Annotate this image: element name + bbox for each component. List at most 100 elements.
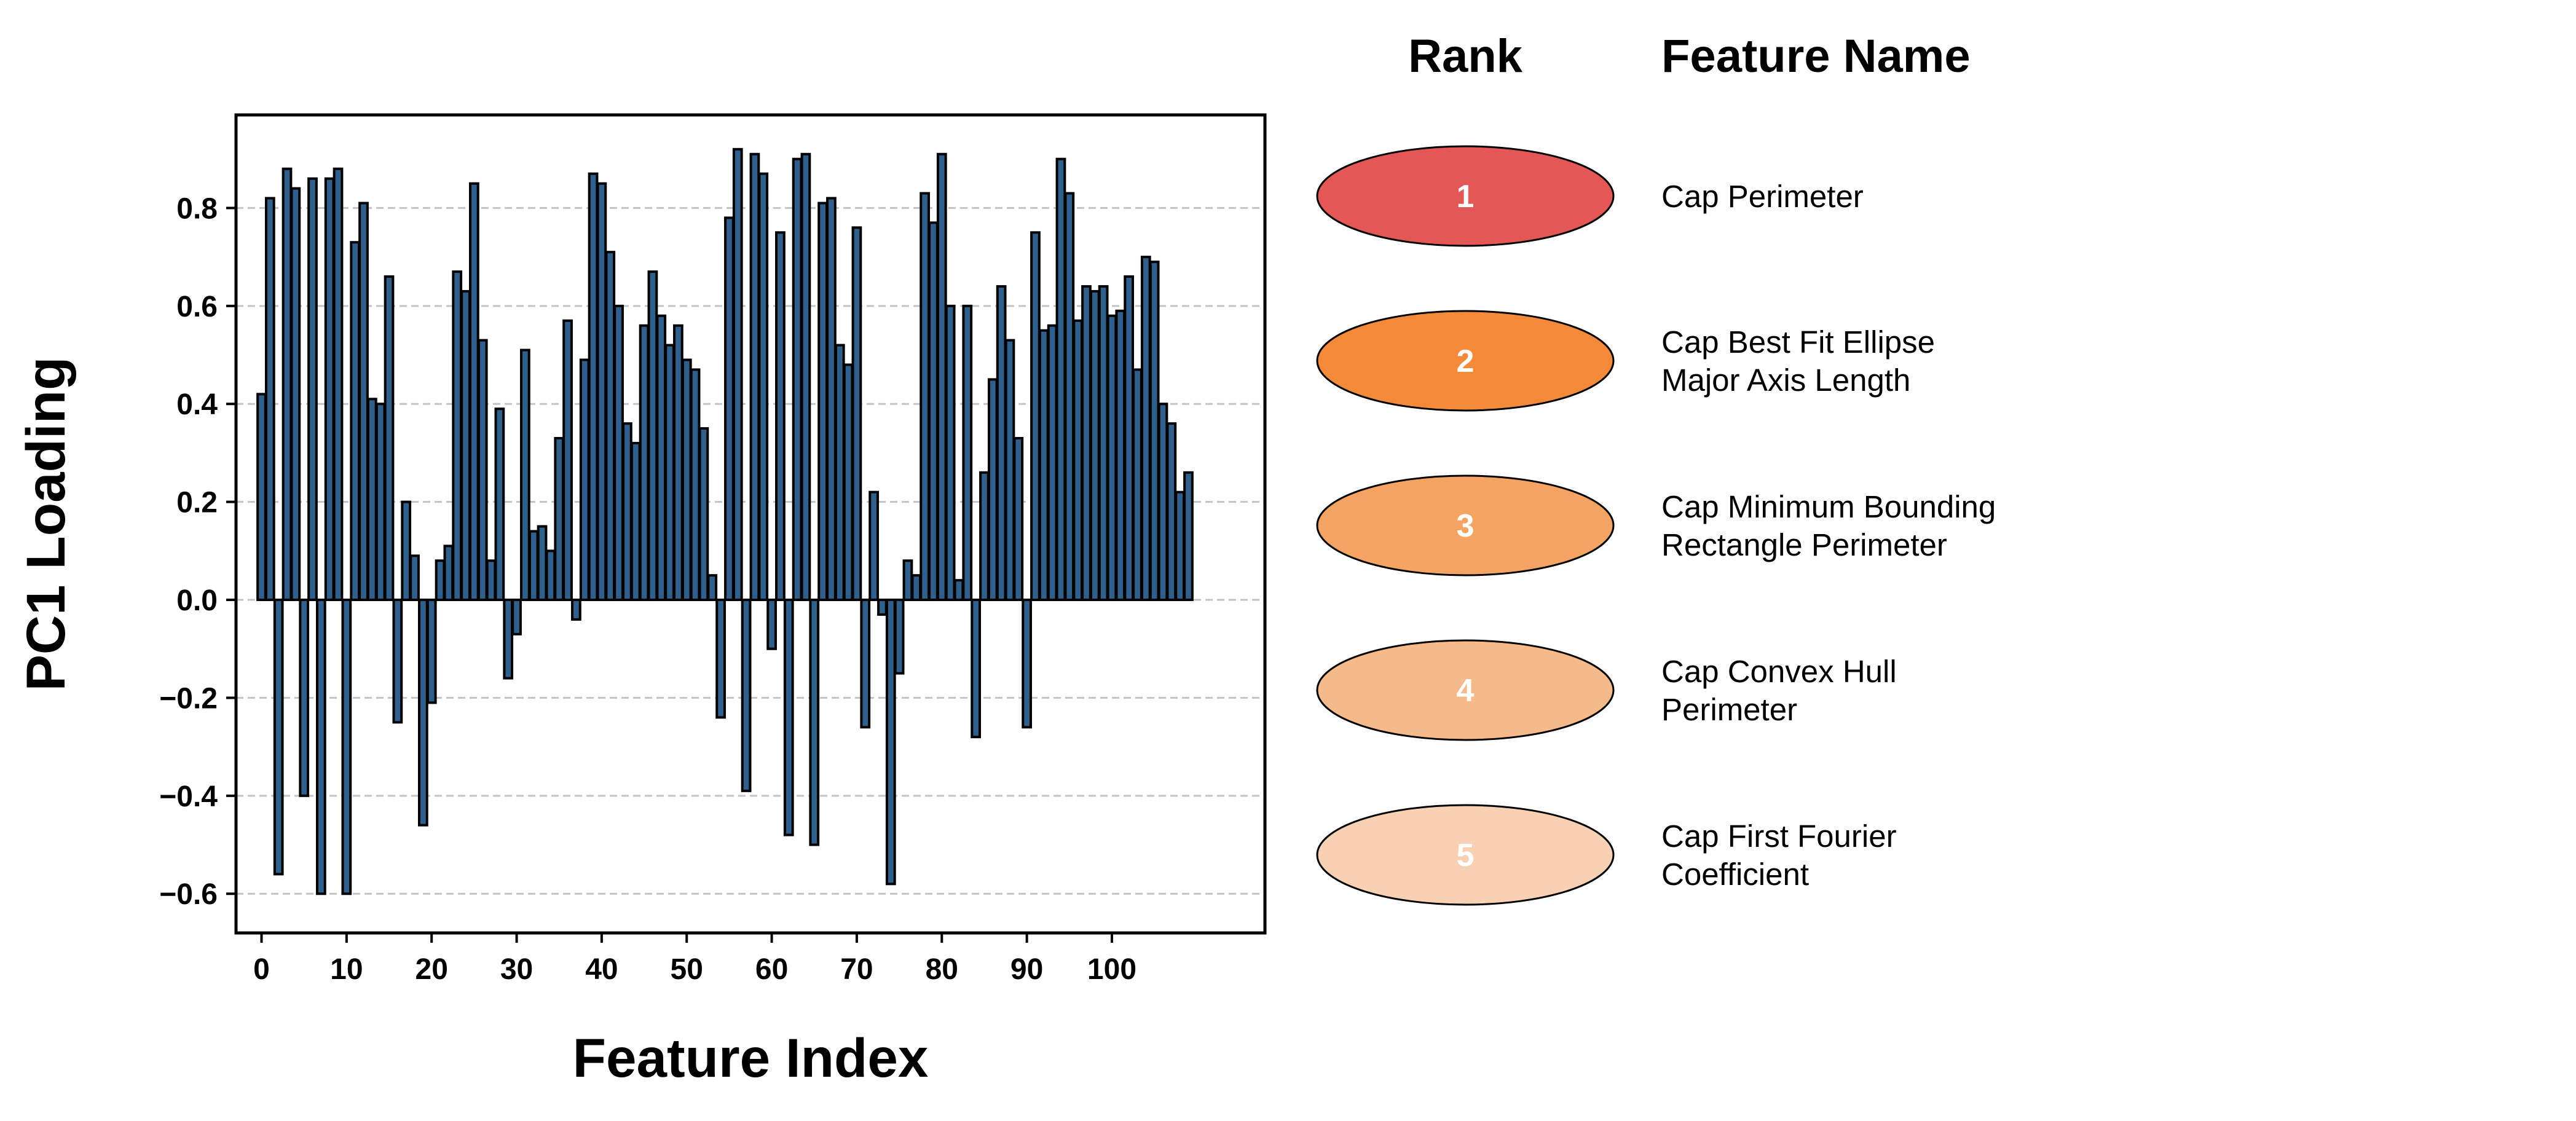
bar: [690, 368, 701, 602]
y-axis-ticks: 0.8 0.6 0.4 0.2 0.0 −0.2 −0.4 −0.6: [159, 192, 236, 911]
bar: [256, 393, 267, 602]
y-tick-label: 0.4: [176, 388, 218, 421]
bar: [809, 599, 820, 846]
bar: [766, 599, 777, 650]
x-tick-label: 80: [926, 953, 958, 986]
rank-number: 1: [1457, 179, 1475, 214]
bar: [869, 490, 879, 602]
bar: [1038, 329, 1049, 602]
bar: [426, 599, 437, 704]
rank-badge: [1316, 310, 1615, 412]
bar: [715, 599, 726, 719]
bar: [409, 554, 420, 602]
bar: [758, 172, 769, 602]
y-tick-label: 0.6: [176, 291, 218, 323]
bar: [1013, 437, 1024, 602]
bar: [358, 202, 369, 602]
bar: [1081, 285, 1092, 602]
bar: [1166, 422, 1177, 602]
plot-frame: [234, 113, 1267, 935]
bar: [817, 202, 828, 602]
bar: [843, 363, 854, 602]
feature-name-line2: Perimeter: [1661, 692, 1797, 727]
bar-chart: 0.8 0.6 0.4 0.2 0.0 −0.2 −0.4 −0.6 0 10 20 30 40 50 6…: [15, 113, 1267, 1088]
rank-number: 5: [1457, 838, 1475, 873]
x-tick-label: 0: [253, 953, 270, 986]
bar: [971, 599, 981, 739]
bar: [1047, 324, 1058, 602]
bar: [928, 221, 939, 602]
bar: [435, 559, 446, 602]
bar: [1183, 471, 1194, 602]
bar: [885, 599, 896, 886]
x-tick-label: 20: [416, 953, 448, 986]
bar: [1022, 599, 1032, 729]
bar: [647, 270, 658, 602]
bar: [605, 251, 616, 602]
bar: [622, 422, 632, 602]
bar: [800, 152, 811, 602]
x-axis-ticks: 0 10 20 30 40 50 60 70 80 90 100: [253, 933, 1136, 986]
bar: [375, 403, 386, 602]
bar: [417, 599, 428, 827]
rank-rows: 1 Cap Perimeter 2 Cap Best Fit EllipseMajor…: [1316, 145, 1996, 906]
bar: [1106, 314, 1117, 602]
bar: [962, 304, 973, 602]
feature-name-line1: Cap Minimum Bounding: [1661, 489, 1996, 524]
bar: [528, 530, 539, 602]
bar: [826, 197, 837, 602]
bar: [783, 599, 794, 836]
bar: [1115, 309, 1126, 602]
bar: [920, 192, 930, 602]
bar: [452, 270, 463, 602]
bar: [571, 599, 581, 621]
bar: [860, 599, 871, 729]
feature-name-line1: Cap Perimeter: [1661, 179, 1864, 214]
bar: [324, 177, 335, 602]
bar: [979, 471, 990, 602]
bar: [902, 559, 913, 602]
bar: [1030, 231, 1041, 602]
bar: [775, 231, 786, 602]
x-tick-label: 10: [330, 953, 363, 986]
feature-name-line1: Cap Best Fit Ellipse: [1661, 324, 1935, 360]
bar: [1089, 289, 1100, 602]
bar: [596, 182, 607, 602]
bar: [724, 216, 735, 602]
x-tick-label: 30: [500, 953, 533, 986]
bar: [1175, 490, 1186, 602]
bar: [588, 172, 599, 602]
bar: [537, 525, 548, 602]
bar: [264, 197, 275, 602]
bar: [1055, 157, 1066, 602]
x-tick-label: 70: [840, 953, 873, 986]
bar: [1073, 319, 1084, 602]
rank-badge: [1316, 639, 1615, 741]
bar: [792, 157, 803, 602]
rank-number: 4: [1457, 673, 1475, 709]
bar: [1124, 275, 1135, 602]
bar: [656, 314, 667, 602]
x-tick-label: 90: [1010, 953, 1043, 986]
bar: [511, 599, 522, 635]
bar: [673, 324, 683, 602]
bar: [936, 152, 947, 602]
bar: [834, 344, 845, 602]
bar: [851, 226, 862, 602]
bar: [741, 599, 752, 792]
bar: [307, 177, 318, 602]
feature-name-line2: Coefficient: [1661, 857, 1809, 892]
bar: [945, 304, 956, 602]
x-tick-label: 50: [671, 953, 703, 986]
bar: [1132, 368, 1143, 602]
bar: [333, 167, 344, 602]
bar: [545, 549, 556, 602]
y-tick-label: −0.6: [159, 878, 218, 911]
bar: [350, 241, 361, 602]
bar: [392, 599, 403, 724]
bar: [707, 574, 718, 602]
bar: [315, 599, 326, 895]
bar: [290, 187, 301, 602]
